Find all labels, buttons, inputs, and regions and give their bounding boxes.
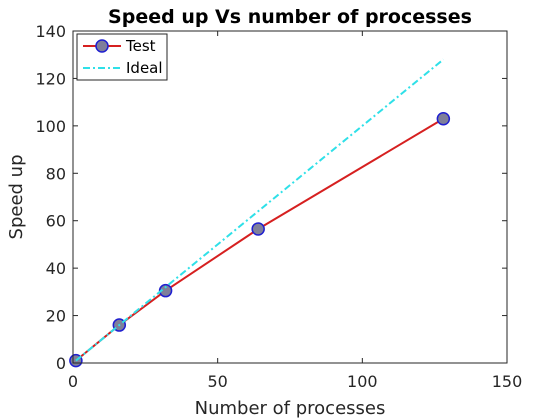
legend-marker-test (95, 39, 109, 53)
y-tick-label: 100 (35, 117, 66, 136)
y-axis-label: Speed up (6, 155, 27, 240)
plot-frame (72, 30, 508, 364)
x-tick-label: 0 (68, 372, 78, 391)
data-point-test (158, 283, 173, 298)
series-layer (69, 58, 451, 368)
y-tick-label: 60 (46, 212, 66, 231)
legend-box (76, 33, 168, 81)
x-axis-label: Number of processes (195, 398, 386, 419)
legend: Test Ideal (76, 33, 168, 81)
legend-label-test: Test (125, 37, 156, 55)
data-point-test (436, 111, 451, 126)
chart-title: Speed up Vs number of processes (108, 6, 472, 28)
plot-area (73, 31, 507, 363)
x-tick-label: 150 (492, 372, 523, 391)
y-tick-label: 20 (46, 307, 66, 326)
y-tick-label: 40 (46, 259, 66, 278)
data-point-test (251, 222, 265, 236)
y-tick-label: 0 (56, 354, 66, 373)
y-tick-label: 140 (35, 22, 66, 41)
x-tick-label: 100 (347, 372, 378, 391)
x-tick-label: 50 (207, 372, 227, 391)
y-tick-label: 80 (46, 164, 66, 183)
y-tick-label: 120 (35, 69, 66, 88)
axis-ticks: 0 50 100 150 0 20 40 60 80 100 120 140 (35, 22, 522, 391)
legend-label-ideal: Ideal (126, 59, 163, 77)
series-line-ideal (75, 58, 444, 362)
